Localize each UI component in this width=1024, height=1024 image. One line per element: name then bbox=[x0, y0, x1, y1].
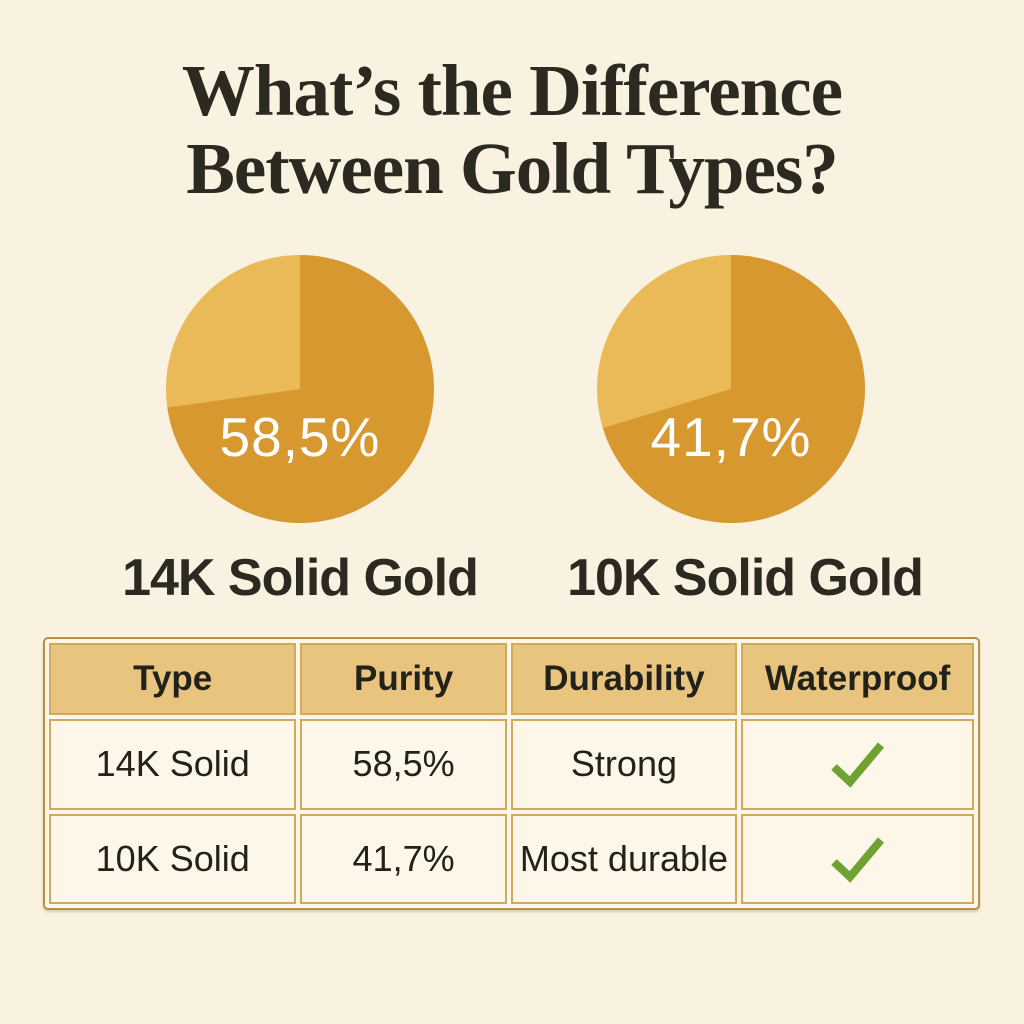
table-row-10k: 10K Solid 41,7% Most durable bbox=[49, 813, 974, 904]
page-title: What’s the Difference Between Gold Types… bbox=[0, 52, 1024, 208]
column-header-purity: Purity bbox=[300, 643, 507, 715]
pie-value-label-10k: 41,7% bbox=[650, 406, 812, 468]
checkmark-icon bbox=[830, 742, 884, 789]
page-title-line-2: Between Gold Types? bbox=[186, 128, 839, 209]
column-header-type: Type bbox=[49, 643, 297, 715]
cell-waterproof-14k bbox=[741, 719, 974, 810]
pie-chart-14k-solid-gold: 58,5% bbox=[166, 255, 434, 523]
page-title-line-1: What’s the Difference bbox=[181, 50, 843, 131]
cell-durability-14k: Strong bbox=[510, 719, 738, 810]
cell-purity-10k: 41,7% bbox=[300, 813, 507, 904]
cell-type-10k: 10K Solid bbox=[49, 813, 297, 904]
pie-chart-10k-solid-gold: 41,7% bbox=[597, 255, 865, 523]
cell-purity-14k: 58,5% bbox=[300, 719, 507, 810]
pie-caption-14k: 14K Solid Gold bbox=[122, 549, 479, 607]
checkmark-icon bbox=[830, 837, 884, 883]
pie-caption-10k: 10K Solid Gold bbox=[567, 549, 924, 607]
table-row-14k: 14K Solid 58,5% Strong bbox=[49, 719, 974, 810]
cell-waterproof-10k bbox=[741, 813, 974, 904]
pie-value-label-14k: 58,5% bbox=[219, 406, 381, 468]
comparison-table: Type Purity Durability Waterproof 14K So… bbox=[43, 637, 980, 910]
column-header-waterproof: Waterproof bbox=[741, 643, 974, 715]
cell-type-14k: 14K Solid bbox=[49, 719, 297, 810]
cell-durability-10k: Most durable bbox=[510, 813, 738, 904]
column-header-durability: Durability bbox=[510, 643, 738, 715]
gold-comparison-grid: Type Purity Durability Waterproof 14K So… bbox=[45, 639, 978, 908]
table-header-row: Type Purity Durability Waterproof bbox=[49, 643, 974, 715]
